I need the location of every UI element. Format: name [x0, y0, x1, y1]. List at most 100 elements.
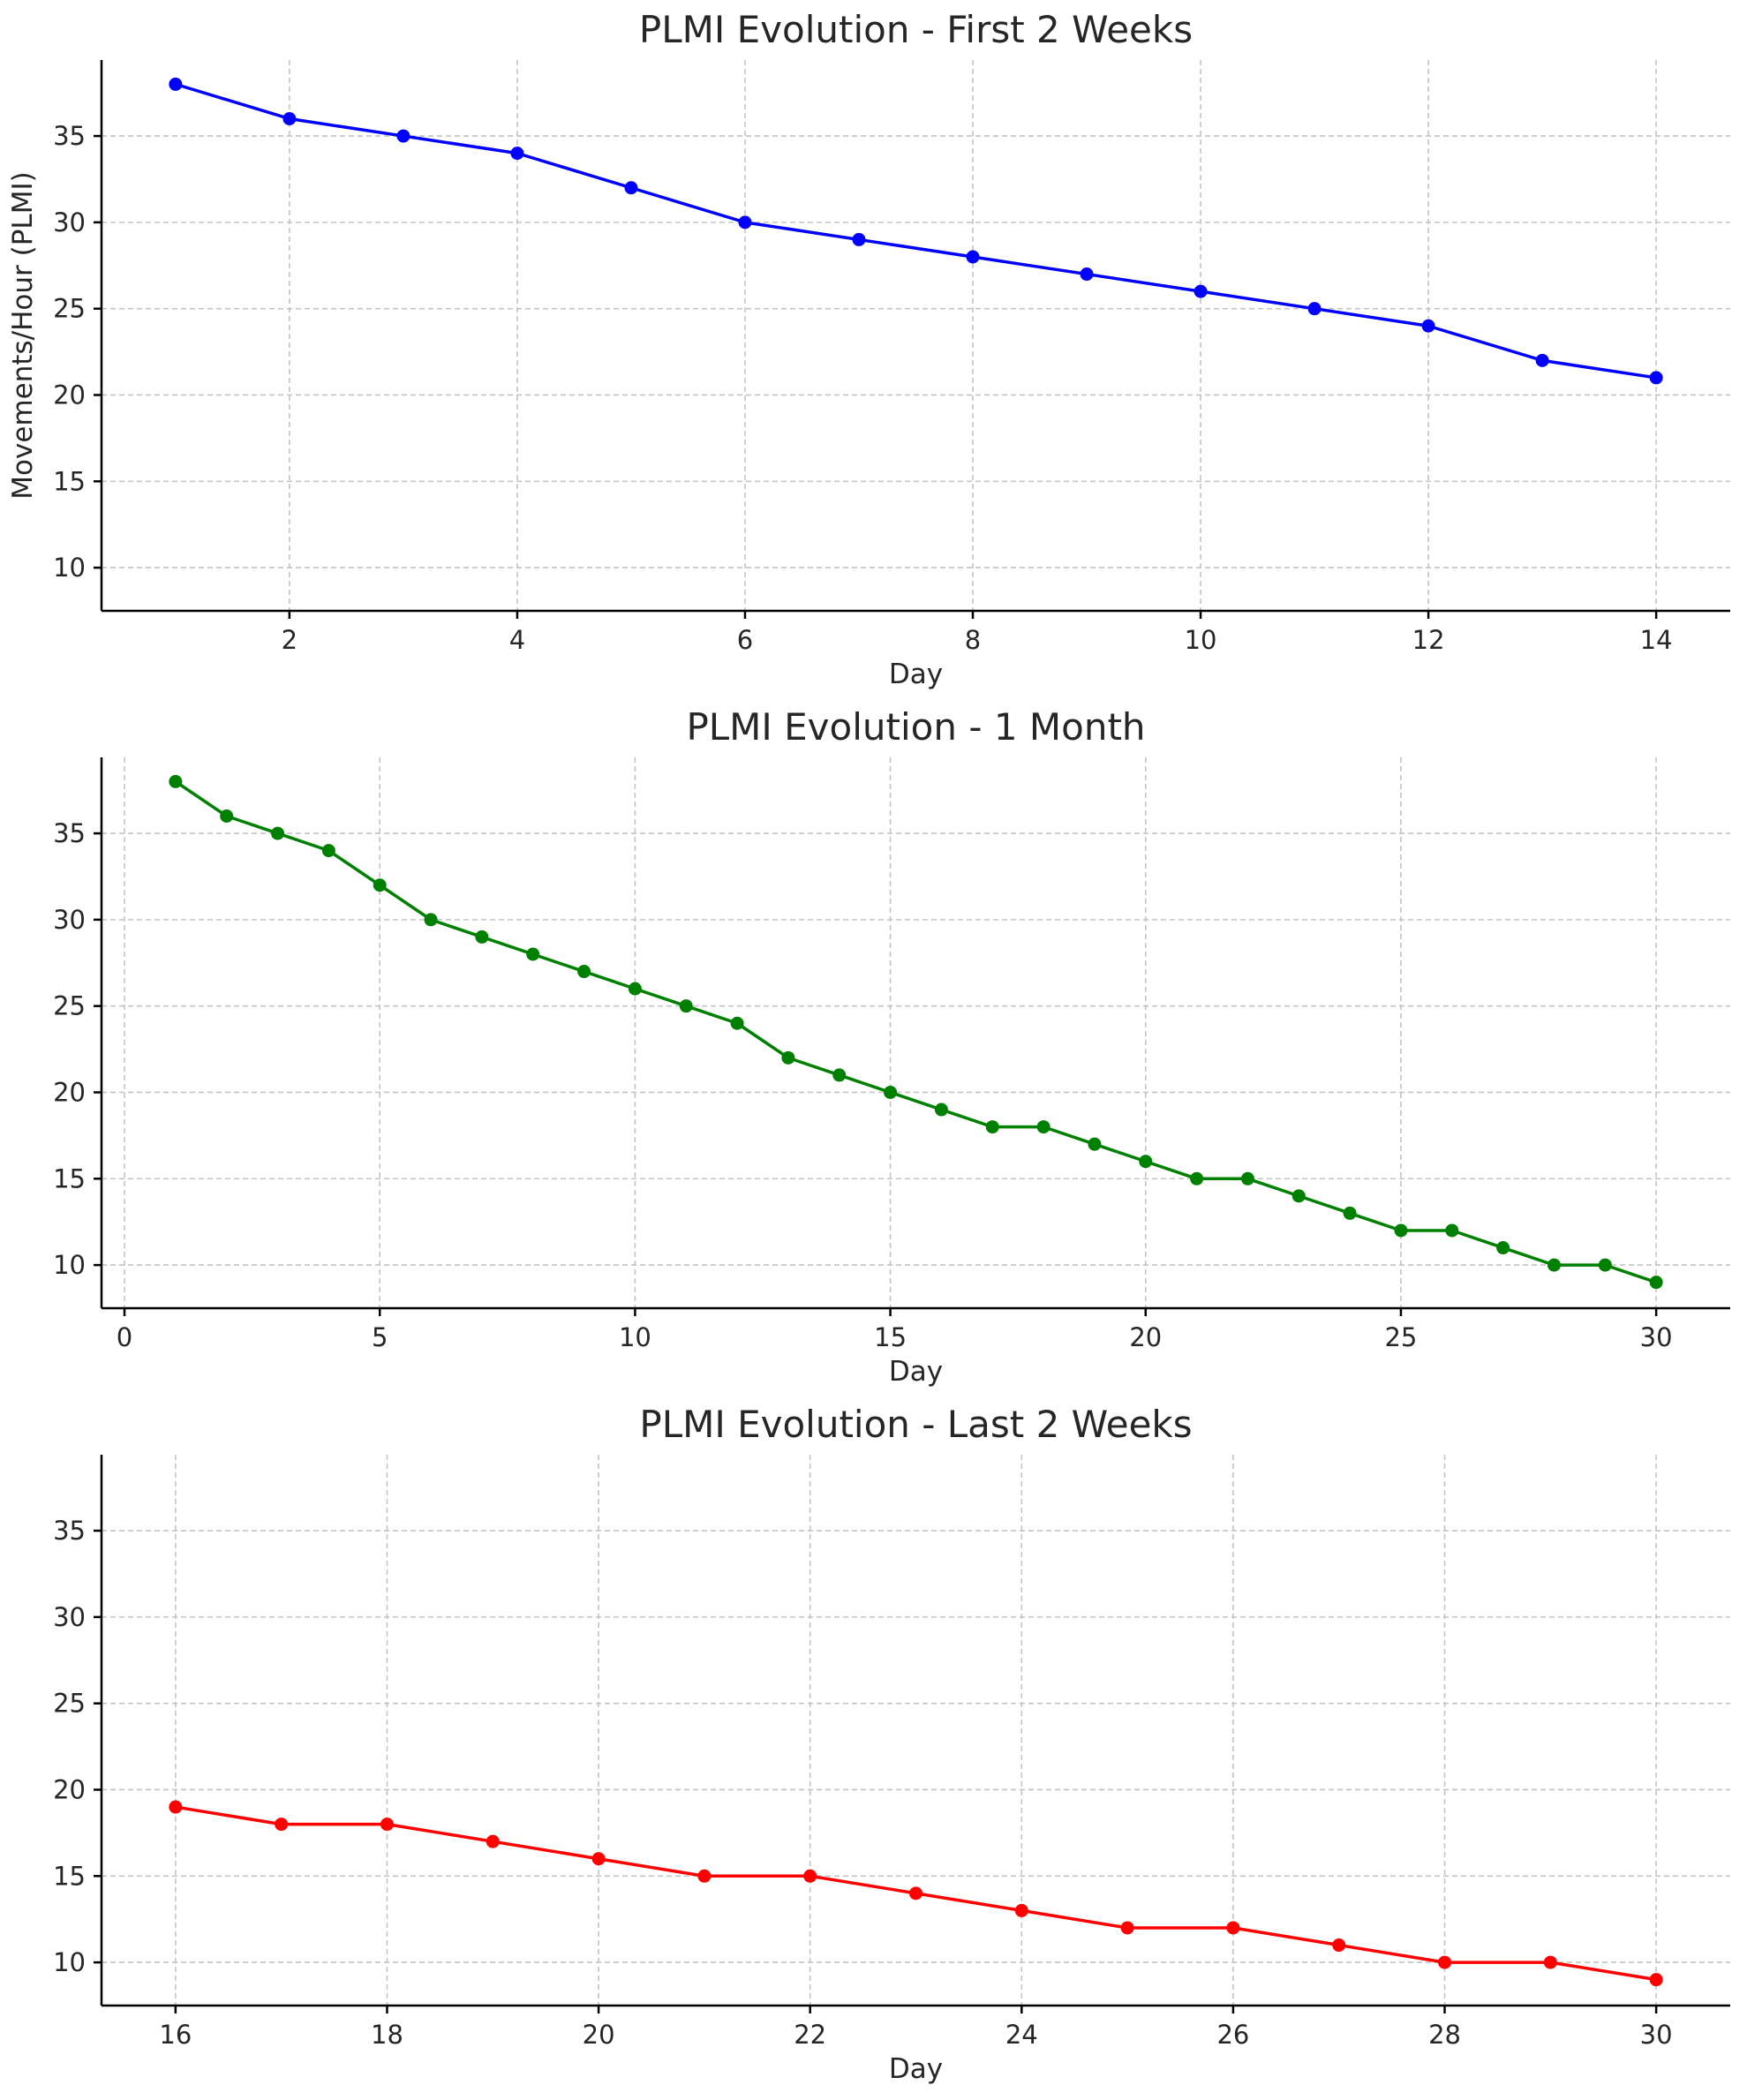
y-tick-label: 10: [53, 1250, 86, 1280]
y-tick-label: 20: [53, 380, 86, 410]
chart-title: PLMI Evolution - First 2 Weeks: [639, 8, 1193, 51]
data-point: [1226, 1921, 1240, 1935]
data-point: [380, 1818, 394, 1832]
series-line: [174, 779, 1657, 1284]
data-point: [1394, 1223, 1408, 1238]
x-tick-label: 15: [874, 1322, 907, 1352]
y-tick-label: 30: [53, 207, 86, 237]
y-tick-label: 10: [53, 553, 86, 583]
data-point: [1649, 1973, 1663, 1987]
data-point: [1535, 353, 1549, 367]
data-point: [169, 774, 183, 788]
data-point: [1088, 1137, 1102, 1151]
data-point: [1438, 1955, 1452, 1969]
y-tick-label: 15: [53, 1861, 86, 1891]
data-point: [1080, 267, 1094, 282]
data-point: [526, 947, 540, 961]
x-tick-label: 12: [1412, 625, 1445, 655]
chart-title: PLMI Evolution - Last 2 Weeks: [639, 1403, 1192, 1446]
data-point: [169, 1800, 183, 1814]
data-point: [271, 826, 285, 840]
data-point: [1307, 302, 1322, 316]
y-tick-label: 30: [53, 905, 86, 935]
data-point: [373, 878, 387, 892]
y-tick-label: 15: [53, 466, 86, 496]
data-point: [1649, 1276, 1663, 1290]
chart-panel-1: 2 4 6 8 10 12 14 10 15 20 25 30 35 PLMI Evolution - F…: [7, 8, 1730, 690]
x-axis-label: Day: [889, 659, 943, 690]
y-tick-label: 30: [53, 1602, 86, 1632]
y-tick-label: 25: [53, 294, 86, 324]
data-point: [1543, 1955, 1557, 1969]
data-point: [985, 1120, 999, 1134]
data-point: [781, 1050, 795, 1065]
data-point: [282, 112, 297, 126]
data-point: [1598, 1258, 1612, 1272]
data-point: [1445, 1223, 1459, 1238]
data-point: [624, 181, 638, 195]
data-point: [1649, 371, 1663, 385]
data-point: [852, 232, 866, 246]
x-tick-label: 2: [282, 625, 297, 655]
data-point: [1190, 1171, 1204, 1185]
data-point: [1139, 1155, 1153, 1169]
data-point: [424, 913, 438, 927]
chart-panel-3: 16 18 20 22 24 26 28 30 10 15 20 25 30 35 PLMI Evoluti…: [53, 1403, 1730, 2085]
x-tick-label: 28: [1428, 2020, 1461, 2050]
x-tick-label: 8: [965, 625, 981, 655]
data-point: [1332, 1938, 1346, 1953]
data-point: [1014, 1903, 1028, 1917]
data-point: [1194, 284, 1208, 298]
data-point: [321, 844, 335, 858]
x-tick-label: 26: [1216, 2020, 1249, 2050]
y-tick-label: 25: [53, 991, 86, 1021]
x-tick-label: 22: [794, 2020, 826, 2050]
data-point: [169, 77, 183, 91]
data-point: [1240, 1171, 1254, 1185]
x-tick-label: 16: [159, 2020, 192, 2050]
data-point: [966, 250, 980, 264]
x-tick-label: 10: [619, 1322, 651, 1352]
data-point: [486, 1834, 500, 1848]
data-point: [1496, 1241, 1510, 1255]
chart-title: PLMI Evolution - 1 Month: [686, 705, 1145, 749]
y-tick-label: 15: [53, 1163, 86, 1193]
data-point: [510, 147, 524, 161]
y-tick-label: 35: [53, 818, 86, 848]
data-point: [628, 982, 642, 996]
x-tick-label: 24: [1005, 2020, 1038, 2050]
data-point: [1421, 319, 1435, 333]
data-point: [591, 1852, 606, 1866]
x-tick-label: 25: [1384, 1322, 1417, 1352]
data-point: [697, 1869, 712, 1883]
x-tick-label: 10: [1185, 625, 1217, 655]
data-point: [934, 1103, 948, 1117]
y-tick-label: 10: [53, 1947, 86, 1977]
y-tick-label: 35: [53, 121, 86, 151]
chart-panel-2: 0 5 10 15 20 25 30 10 15 20 25 30 35 PLMI Evolution -…: [53, 705, 1730, 1388]
data-point: [275, 1818, 289, 1832]
data-point: [1036, 1120, 1050, 1134]
y-tick-label: 20: [53, 1774, 86, 1804]
x-tick-label: 14: [1640, 625, 1673, 655]
data-point: [909, 1886, 922, 1901]
data-point: [679, 999, 693, 1013]
x-tick-label: 18: [371, 2020, 403, 2050]
data-point: [396, 129, 410, 143]
data-point: [577, 965, 591, 979]
series-line: [175, 82, 1657, 380]
x-tick-label: 4: [509, 625, 525, 655]
data-point: [220, 809, 234, 824]
data-point: [803, 1869, 817, 1883]
y-axis-label: Movements/Hour (PLMI): [7, 171, 39, 499]
x-tick-label: 5: [372, 1322, 388, 1352]
data-point: [884, 1085, 898, 1099]
x-axis-label: Day: [889, 1356, 943, 1388]
x-axis-label: Day: [889, 2053, 943, 2085]
data-point: [1547, 1258, 1561, 1272]
data-point: [1291, 1189, 1306, 1203]
y-tick-label: 25: [53, 1689, 86, 1719]
x-tick-label: 0: [117, 1322, 132, 1352]
data-point: [1120, 1921, 1134, 1935]
